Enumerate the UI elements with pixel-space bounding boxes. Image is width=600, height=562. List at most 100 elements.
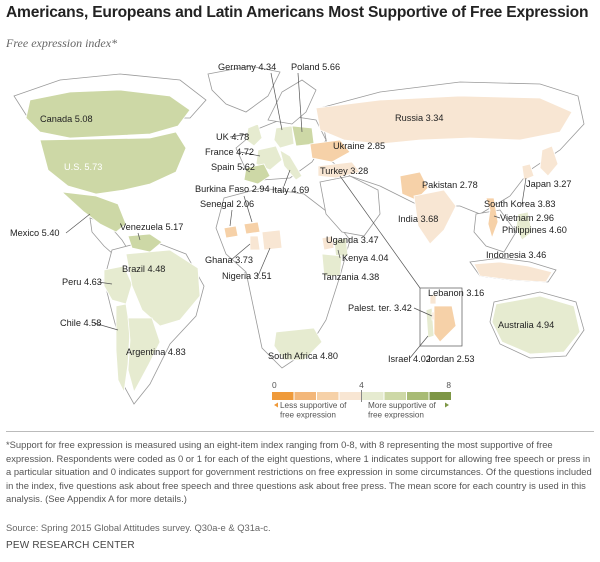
leader-poland [297, 72, 303, 133]
country-argentina [127, 317, 161, 394]
label-country-mexico: Mexico [10, 228, 42, 238]
label-value-australia: 4.94 [536, 320, 554, 330]
label-value-italy: 4.69 [291, 185, 309, 195]
leader-kenya [337, 249, 341, 259]
label-uganda: Uganda 3.47 [326, 235, 379, 245]
source-note: Source: Spring 2015 Global Attitudes sur… [6, 522, 271, 533]
label-country-u-s: U.S. [64, 162, 84, 172]
label-value-ghana: 3.73 [235, 255, 253, 265]
label-south-africa: South Africa 4.80 [268, 351, 338, 361]
leader-ghana [230, 243, 251, 261]
label-jordan: Jordan 2.53 [426, 354, 475, 364]
label-france: France 4.72 [205, 147, 254, 157]
leader-senegal [229, 209, 233, 227]
label-country-vietnam: Vietnam [500, 213, 536, 223]
legend-swatch [317, 392, 339, 400]
country-kenya [333, 237, 349, 259]
label-country-japan: Japan [526, 179, 554, 189]
label-country-pakistan: Pakistan [422, 180, 460, 190]
label-country-south-africa: South Africa [268, 351, 320, 361]
country-south-korea [521, 163, 535, 181]
country-japan [539, 145, 559, 177]
country-spain [243, 163, 271, 185]
label-tanzania: Tanzania 4.38 [322, 272, 379, 282]
country-india [413, 189, 457, 245]
country-lebanon [429, 293, 437, 305]
country-venezuela [127, 233, 163, 253]
label-country-uk: UK [216, 132, 231, 142]
label-value-palest-ter: 3.42 [394, 303, 412, 313]
legend-right-arrow [445, 402, 449, 408]
label-kenya: Kenya 4.04 [342, 253, 389, 263]
label-value-uk: 4.78 [231, 132, 249, 142]
country-australia [491, 295, 581, 355]
country-tanzania [321, 253, 343, 277]
country-senegal [223, 225, 239, 239]
label-uk: UK 4.78 [216, 132, 249, 142]
leader-mexico [65, 213, 91, 234]
country-philippines [515, 211, 533, 241]
country-burkina-faso [243, 221, 261, 235]
label-value-south-korea: 3.83 [538, 199, 556, 209]
country-germany [273, 125, 295, 149]
label-italy: Italy 4.69 [272, 185, 309, 195]
label-country-france: France [205, 147, 236, 157]
leader-nigeria [257, 247, 271, 277]
label-peru: Peru 4.63 [62, 277, 102, 287]
legend-less-label: Less supportive of free expression [280, 401, 347, 420]
label-nigeria: Nigeria 3.51 [222, 271, 272, 281]
label-value-argentina: 4.83 [168, 347, 186, 357]
label-ukraine: Ukraine 2.85 [333, 141, 385, 151]
org-name: PEW RESEARCH CENTER [6, 540, 135, 551]
label-value-burkina-faso: 2.94 [252, 184, 270, 194]
label-country-israel: Israel [388, 354, 413, 364]
legend-mid-label: 4 [359, 380, 364, 390]
leader-vietnam [493, 215, 501, 219]
country-chile [115, 303, 131, 394]
country-ghana [249, 235, 261, 251]
label-turkey: Turkey 3.28 [320, 166, 368, 176]
greenland-landmass [207, 65, 281, 113]
leader-italy [283, 169, 291, 187]
legend-swatch [362, 392, 384, 400]
label-country-brazil: Brazil [122, 264, 148, 274]
label-burkina-faso: Burkina Faso 2.94 [195, 184, 270, 194]
label-value-u-s: 5.73 [84, 162, 102, 172]
label-u-s: U.S. 5.73 [64, 162, 102, 172]
country-poland [291, 125, 315, 147]
label-country-italy: Italy [272, 185, 291, 195]
world-map: Canada 5.08 U.S. 5.73 Mexico 5.40 Venezuela… [10, 62, 585, 420]
inset-connector [339, 175, 421, 289]
label-south-korea: South Korea 3.83 [484, 199, 556, 209]
country-uk [245, 123, 263, 147]
country-canada [25, 89, 191, 139]
label-argentina: Argentina 4.83 [126, 347, 186, 357]
label-senegal: Senegal 2.06 [200, 199, 254, 209]
label-japan: Japan 3.27 [526, 179, 571, 189]
label-value-ukraine: 2.85 [367, 141, 385, 151]
scandinavia-landmass [267, 79, 317, 125]
legend-swatch [429, 392, 451, 400]
country-indonesia [473, 261, 553, 283]
label-country-spain: Spain [211, 162, 237, 172]
leader-uk [229, 133, 249, 138]
label-country-jordan: Jordan [426, 354, 457, 364]
label-country-argentina: Argentina [126, 347, 168, 357]
middle-east-landmass [319, 175, 381, 237]
country-labels: Canada 5.08 U.S. 5.73 Mexico 5.40 Venezuela… [10, 62, 571, 364]
legend-more-label: More supportive of free expression [368, 401, 437, 420]
label-canada: Canada 5.08 [40, 114, 93, 124]
label-russia: Russia 3.34 [395, 113, 444, 123]
label-value-nigeria: 3.51 [254, 271, 272, 281]
leader-burkina-faso [243, 195, 253, 223]
country-turkey [317, 161, 361, 179]
country-nigeria [261, 229, 283, 251]
label-israel: Israel 4.02 [388, 354, 431, 364]
leader-palest-ter [413, 307, 433, 317]
label-philippines: Philippines 4.60 [502, 225, 567, 235]
country-uganda [321, 235, 335, 251]
label-country-palest-ter: Palest. ter. [348, 303, 394, 313]
label-venezuela: Venezuela 5.17 [120, 222, 183, 232]
label-country-venezuela: Venezuela [120, 222, 165, 232]
label-country-philippines: Philippines [502, 225, 549, 235]
